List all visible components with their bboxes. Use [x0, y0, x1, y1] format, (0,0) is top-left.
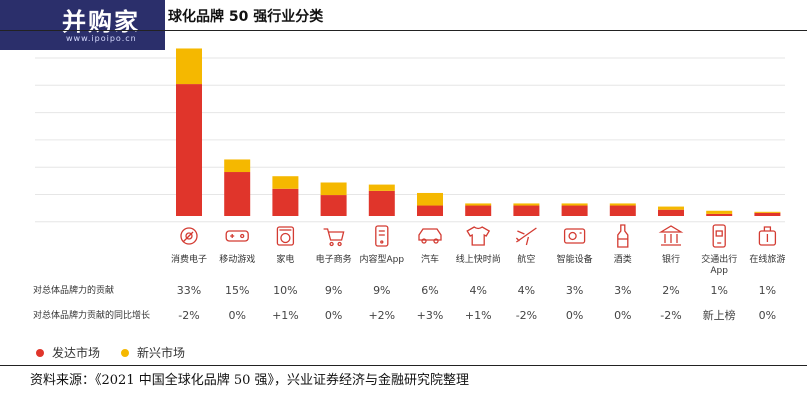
title-divider — [0, 30, 807, 31]
bar-emerging — [176, 48, 202, 85]
bars — [176, 48, 781, 216]
bar-developed — [754, 212, 781, 216]
bottle-icon — [617, 224, 629, 248]
chart: 消费电子 移动游戏 家电 电子商务 内容型App 汽车 线上快时尚 航空 智能设备 酒类 银行 交通出… — [33, 48, 785, 360]
row-value: 1% — [759, 284, 776, 297]
category-label: 电子商务 — [316, 253, 352, 265]
category-icons — [180, 224, 777, 248]
mobile-icon — [712, 224, 726, 248]
row-label: 对总体品牌力贡献的同比增长 — [33, 309, 150, 321]
bar-developed — [609, 205, 636, 216]
camera-icon — [180, 227, 198, 245]
logo-url: www.ipoipo.cn — [66, 34, 137, 43]
bar-developed — [465, 205, 492, 216]
category-label: 消费电子 — [171, 253, 207, 265]
bar-developed — [320, 195, 347, 216]
bar-emerging — [754, 211, 781, 213]
bar-developed — [224, 172, 251, 216]
category-label: 家电 — [276, 253, 294, 265]
row-value: -2% — [516, 309, 537, 322]
legend-label-emerging: 新兴市场 — [137, 345, 185, 360]
bar-emerging — [465, 203, 492, 206]
bank-icon — [658, 225, 684, 246]
category-label: 在线旅游 — [749, 253, 785, 265]
category-labels: 消费电子 移动游戏 家电 电子商务 内容型App 汽车 线上快时尚 航空 智能设备 酒类 银行 交通出… — [171, 253, 785, 276]
category-label: 银行 — [662, 253, 680, 265]
row-value: +3% — [417, 309, 444, 322]
bar-emerging — [368, 184, 395, 191]
row-value: -2% — [178, 309, 199, 322]
row-value: 2% — [662, 284, 679, 297]
row-value: 0% — [325, 309, 342, 322]
row-value: 0% — [759, 309, 776, 322]
row-value: 9% — [373, 284, 390, 297]
legend: 发达市场 新兴市场 — [36, 345, 185, 360]
bar-emerging — [706, 210, 733, 214]
bar-developed — [658, 209, 684, 216]
bar-emerging — [417, 192, 443, 206]
page-title: 球化品牌 50 强行业分类 — [168, 9, 324, 25]
bar-developed — [561, 205, 588, 216]
device-icon — [563, 228, 586, 244]
bar-developed — [176, 84, 202, 216]
bar-developed — [513, 205, 540, 216]
category-label: 酒类 — [614, 253, 632, 265]
data-rows: 对总体品牌力的贡献 33% 15% 10% 9% 9% 6% 4% 4% 3% 3% 2% 1% 1% 对总… — [33, 284, 776, 322]
row-value: 3% — [614, 284, 631, 297]
bar-emerging — [561, 203, 588, 206]
shirt-icon — [466, 226, 491, 246]
category-label: 交通出行 App — [701, 253, 737, 276]
row-value: 4% — [518, 284, 535, 297]
source-note: 资料来源：《2021 中国全球化品牌 50 强》，兴业证券经济与金融研究院整理 — [30, 373, 470, 388]
row-value: +2% — [368, 309, 395, 322]
bar-emerging — [609, 203, 636, 206]
category-label: 移动游戏 — [219, 253, 255, 265]
bar-developed — [706, 213, 733, 216]
bar-emerging — [513, 203, 540, 206]
row-value: 4% — [469, 284, 486, 297]
row-value: 10% — [273, 284, 297, 297]
category-label: 智能设备 — [557, 253, 593, 265]
row-value: 0% — [228, 309, 245, 322]
bar-emerging — [658, 206, 684, 210]
gamepad-icon — [225, 230, 249, 242]
luggage-icon — [758, 226, 777, 246]
bar-developed — [272, 188, 299, 216]
logo: 并购家 www.ipoipo.cn — [0, 0, 165, 50]
category-label: 汽车 — [421, 253, 439, 265]
row-value: +1% — [272, 309, 299, 322]
bar-developed — [417, 205, 443, 216]
legend-label-developed: 发达市场 — [52, 345, 100, 360]
washer-icon — [276, 226, 295, 246]
row-value: 9% — [325, 284, 342, 297]
row-value: 0% — [566, 309, 583, 322]
category-label: 内容型App — [360, 253, 405, 265]
row-value: 0% — [614, 309, 631, 322]
bar-emerging — [224, 159, 251, 173]
category-label: 航空 — [517, 253, 535, 265]
row-label: 对总体品牌力的贡献 — [33, 284, 114, 296]
bar-emerging — [320, 182, 347, 196]
gridlines — [35, 57, 785, 223]
row-value: 1% — [710, 284, 727, 297]
phone-app-icon — [375, 225, 389, 247]
plane-icon — [515, 227, 537, 246]
car-icon — [418, 228, 442, 244]
bar-developed — [368, 190, 395, 216]
row-value: 3% — [566, 284, 583, 297]
row-value: 新上榜 — [703, 308, 736, 322]
row-value: 33% — [177, 284, 201, 297]
category-label: 线上快时尚 — [456, 253, 501, 265]
source-divider — [0, 365, 807, 366]
logo-text: 并购家 — [62, 8, 140, 36]
row-value: -2% — [660, 309, 681, 322]
row-value: 6% — [421, 284, 438, 297]
row-value: +1% — [465, 309, 492, 322]
legend-dot-developed — [36, 349, 44, 357]
row-value: 15% — [225, 284, 249, 297]
legend-dot-emerging — [121, 349, 129, 357]
cart-icon — [323, 228, 345, 247]
bar-emerging — [272, 176, 299, 189]
